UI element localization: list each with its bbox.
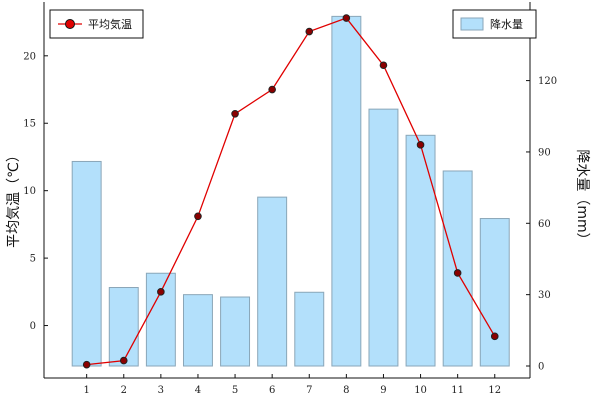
y-tick-label-left: 5 — [30, 254, 36, 265]
precipitation-bar — [442, 170, 473, 367]
precipitation-bar — [71, 160, 102, 367]
y-tick-label-right: 0 — [538, 362, 544, 373]
x-tick-label: 1 — [83, 385, 89, 396]
y-tick-label-right: 120 — [538, 76, 557, 87]
y-tick-label-left: 0 — [30, 321, 36, 332]
line-layer — [82, 14, 499, 369]
temperature-point — [490, 332, 499, 341]
precipitation-bar — [220, 296, 251, 367]
x-tick-label: 4 — [195, 385, 201, 396]
axes-layer — [43, 2, 531, 379]
y-tick-label-left: 15 — [23, 119, 36, 130]
legend-temperature-label: 平均気温 — [88, 17, 132, 31]
precipitation-bar — [257, 196, 288, 367]
legend-precipitation: 降水量 — [452, 9, 537, 39]
temperature-point — [231, 110, 239, 118]
x-tick-label: 6 — [269, 385, 275, 396]
precipitation-bar — [331, 15, 362, 367]
precipitation-bar — [182, 294, 213, 367]
x-tick-label: 7 — [306, 385, 312, 396]
temperature-point — [379, 61, 388, 70]
temperature-line — [86, 17, 496, 366]
temperature-point — [119, 356, 128, 365]
temperature-point — [82, 360, 91, 369]
legend-precipitation-label: 降水量 — [490, 17, 523, 31]
temperature-point — [453, 269, 462, 277]
y-tick-label-left: 10 — [23, 186, 36, 197]
y-tick-label-left: 20 — [23, 51, 36, 62]
precipitation-bar — [405, 134, 436, 367]
temperature-point — [342, 14, 351, 22]
x-tick-label: 8 — [343, 385, 349, 396]
temperature-point — [268, 85, 276, 94]
x-tick-label: 11 — [451, 385, 464, 396]
precipitation-bar — [294, 291, 325, 367]
temperature-point — [416, 141, 425, 149]
y-axis-left-title: 平均気温（℃） — [6, 148, 22, 248]
legend-temperature-marker-swatch — [65, 19, 75, 29]
x-tick-label: 9 — [380, 385, 386, 396]
x-tick-label: 5 — [232, 385, 238, 396]
x-tick-label: 10 — [414, 385, 427, 396]
precipitation-bar — [108, 287, 139, 367]
x-tick-label: 2 — [121, 385, 127, 396]
precipitation-bar — [145, 272, 176, 367]
legend-temperature: 平均気温 — [49, 9, 144, 39]
precipitation-bar — [368, 108, 399, 367]
y-tick-label-right: 30 — [538, 290, 551, 301]
y-axis-right-title: 降水量（mm） — [574, 149, 590, 246]
x-tick-label: 12 — [488, 385, 501, 396]
y-tick-label-right: 60 — [538, 219, 551, 230]
precipitation-bar — [479, 218, 510, 367]
temperature-point — [194, 212, 202, 221]
legend-precipitation-swatch — [460, 17, 484, 31]
temperature-point — [305, 27, 314, 36]
temperature-point — [157, 288, 165, 296]
bars-layer — [71, 15, 510, 367]
y-tick-label-right: 90 — [538, 147, 551, 158]
x-tick-label: 3 — [158, 385, 164, 396]
